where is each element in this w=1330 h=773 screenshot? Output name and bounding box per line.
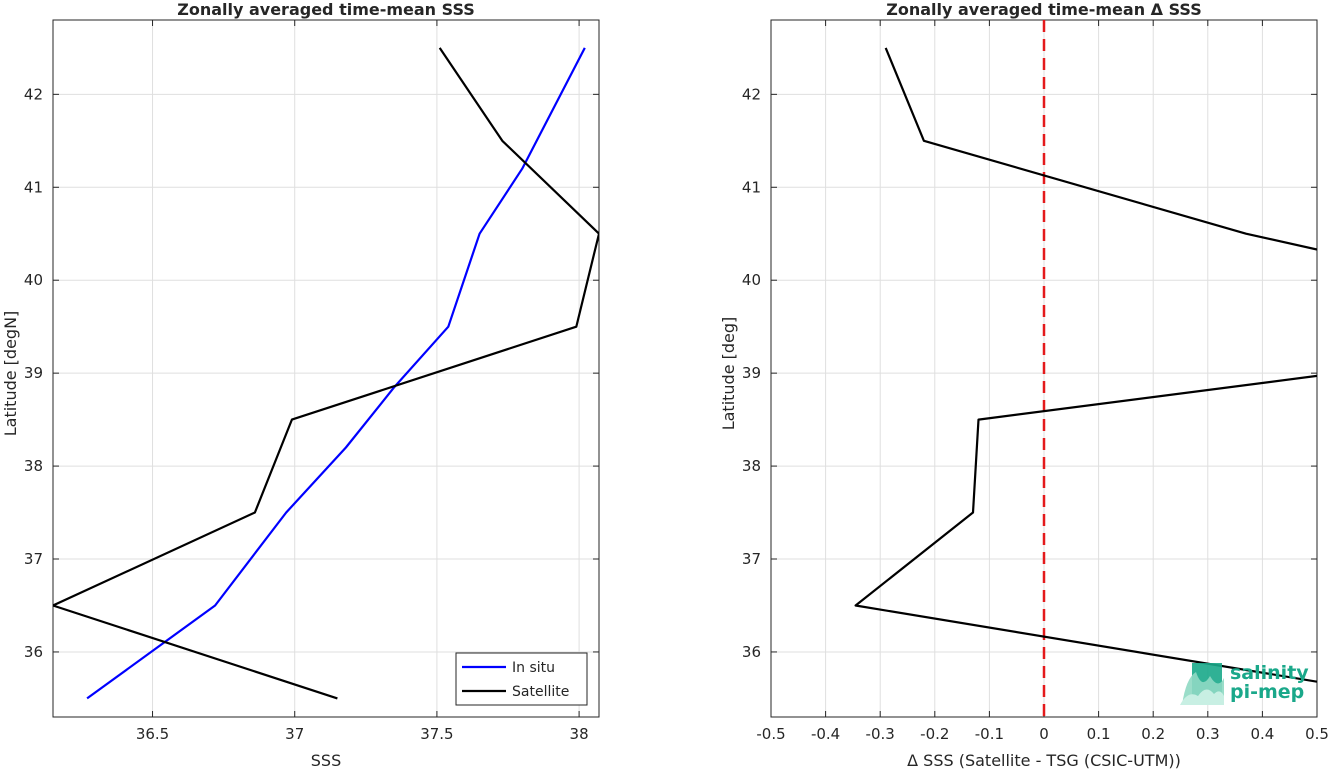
x-tick-label: 37.5 — [420, 725, 453, 743]
legend-entry: In situ — [512, 660, 555, 676]
y-tick-label: 36 — [24, 643, 43, 661]
y-tick-label: 37 — [742, 550, 761, 568]
y-tick-label: 40 — [742, 271, 761, 289]
series-line-0 — [854, 374, 1317, 683]
y-axis-label: Latitude [degN] — [1, 311, 20, 437]
x-tick-label: 38 — [570, 725, 589, 743]
series-line-satellite — [53, 47, 599, 700]
left-panel-sss: 36.5 37 37.5 38 36 37 38 39 40 41 42 Zonally averag… — [1, 0, 600, 770]
logo-text-salinity: salinity — [1230, 662, 1309, 684]
y-tick-label: 37 — [24, 550, 43, 568]
x-tick-label: -0.2 — [920, 725, 949, 743]
right-panel-delta-sss: -0.5 -0.4 -0.3 -0.2 -0.1 0 0.1 0.2 0.3 0.4 0.5 36 37… — [719, 0, 1329, 770]
axes-box — [52, 19, 600, 718]
logo-text-pi-mep: pi-mep — [1230, 681, 1304, 703]
x-tick-label: 0.2 — [1141, 725, 1165, 743]
legend-entry: Satellite — [512, 684, 569, 700]
chart-title: Zonally averaged time-mean SSS — [177, 0, 475, 19]
x-tick-label: 0 — [1039, 725, 1049, 743]
x-tick-label: 0.1 — [1087, 725, 1111, 743]
chart-title: Zonally averaged time-mean Δ SSS — [886, 0, 1202, 19]
x-axis-label: Δ SSS (Satellite - TSG (CSIC-UTM)) — [907, 751, 1181, 769]
plot-area — [53, 20, 599, 717]
y-tick-label: 38 — [24, 457, 43, 475]
y-tick-label: 40 — [24, 271, 43, 289]
y-axis-label: Latitude [deg] — [719, 317, 738, 431]
y-tick-label: 38 — [742, 457, 761, 475]
y-tick-label: 41 — [24, 178, 43, 196]
y-tick-label: 39 — [742, 364, 761, 382]
series-line-1 — [884, 47, 1317, 251]
y-tick-label: 42 — [24, 85, 43, 103]
y-tick-label: 36 — [742, 643, 761, 661]
x-tick-label: 0.5 — [1305, 725, 1329, 743]
x-tick-label: 37 — [285, 725, 304, 743]
x-tick-label: 0.4 — [1250, 725, 1274, 743]
wave-logo-icon — [1180, 663, 1224, 705]
x-tick-label: -0.1 — [975, 725, 1004, 743]
x-axis-label: SSS — [311, 751, 341, 769]
y-tick-label: 42 — [742, 85, 761, 103]
legend: In situ Satellite — [455, 652, 588, 706]
x-tick-label: -0.4 — [811, 725, 840, 743]
data-layer — [53, 47, 599, 700]
x-tick-label: 36.5 — [136, 725, 169, 743]
x-tick-label: -0.5 — [756, 725, 785, 743]
y-tick-label: 39 — [24, 364, 43, 382]
x-tick-label: -0.3 — [866, 725, 895, 743]
x-tick-label: 0.3 — [1196, 725, 1220, 743]
legend-box — [455, 652, 588, 706]
y-tick-label: 41 — [742, 178, 761, 196]
data-layer — [854, 20, 1317, 717]
